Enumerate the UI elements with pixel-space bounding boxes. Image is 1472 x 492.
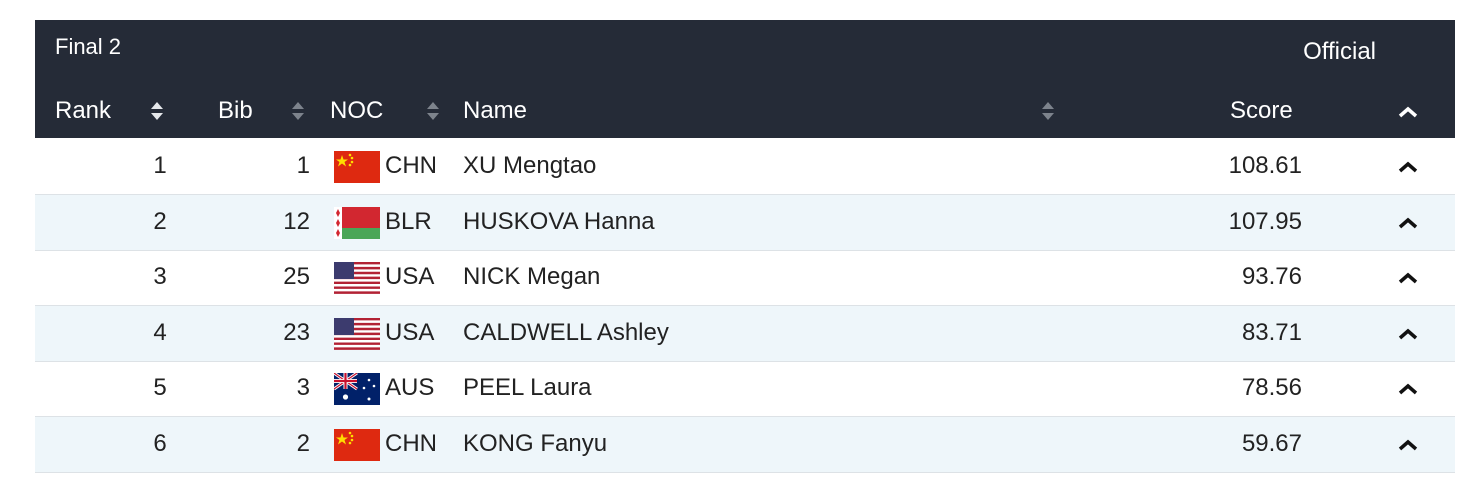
expand-icon[interactable] [1398, 217, 1418, 229]
sort-icon[interactable] [1041, 101, 1055, 121]
score: 83.71 [1241, 318, 1302, 346]
rank: 3 [153, 263, 167, 290]
sort-icon[interactable] [150, 101, 164, 121]
expand-icon[interactable] [1398, 383, 1418, 395]
athlete-name: PEEL Laura [463, 374, 592, 401]
result-row[interactable]: 3 25 USA NICK Megan 93.76 [35, 250, 1455, 306]
athlete-name: XU Mengtao [463, 152, 597, 179]
column-header[interactable]: Rank [55, 97, 112, 124]
athlete-name: CALDWELL Ashley [463, 318, 669, 346]
column-header[interactable]: Name [463, 97, 528, 124]
score: 59.67 [1241, 429, 1302, 457]
noc: AUS [385, 374, 435, 401]
column-header[interactable]: NOC [330, 97, 384, 124]
sort-icon[interactable] [291, 101, 305, 121]
rank: 2 [153, 207, 167, 235]
athlete-name: HUSKOVA Hanna [463, 207, 655, 235]
noc: CHN [385, 152, 437, 179]
noc: BLR [385, 207, 432, 235]
score: 93.76 [1241, 263, 1302, 290]
flag [334, 206, 380, 239]
flag [334, 373, 380, 405]
expand-icon[interactable] [1398, 328, 1418, 340]
collapse-all-icon[interactable] [1398, 106, 1418, 118]
result-row[interactable]: 1 1 CHN XU Mengtao 108.61 [35, 139, 1455, 195]
table-header: Final 2 Official Rank Bib NOC Name Score [35, 20, 1455, 138]
athlete-name: NICK Megan [463, 263, 601, 290]
rank: 4 [153, 318, 167, 346]
bib: 12 [283, 207, 310, 235]
noc: USA [385, 318, 435, 346]
athlete-name: KONG Fanyu [463, 429, 608, 457]
heat-title: Final 2 [55, 34, 122, 59]
flag [334, 262, 380, 294]
flag [334, 151, 380, 183]
noc: CHN [385, 429, 437, 457]
score: 78.56 [1241, 374, 1302, 401]
flag [334, 428, 380, 461]
column-header[interactable]: Bib [218, 97, 253, 124]
result-row[interactable]: 6 2 CHN KONG Fanyu 59.67 [35, 416, 1455, 473]
expand-icon[interactable] [1398, 161, 1418, 173]
rank: 1 [153, 152, 167, 179]
rank: 6 [153, 429, 167, 457]
column-header[interactable]: Score [1230, 97, 1293, 124]
sort-icon[interactable] [426, 101, 440, 121]
score: 108.61 [1228, 152, 1302, 179]
rank: 5 [153, 374, 167, 401]
flag [334, 317, 380, 350]
result-row[interactable]: 2 12 BLR HUSKOVA Hanna 107.95 [35, 194, 1455, 251]
score: 107.95 [1228, 207, 1302, 235]
bib: 3 [296, 374, 310, 401]
status-label: Official [1303, 38, 1376, 65]
bib: 23 [283, 318, 310, 346]
result-row[interactable]: 4 23 USA CALDWELL Ashley 83.71 [35, 305, 1455, 362]
result-row[interactable]: 5 3 AUS PEEL Laura 78.56 [35, 361, 1455, 417]
expand-icon[interactable] [1398, 272, 1418, 284]
noc: USA [385, 263, 435, 290]
expand-icon[interactable] [1398, 439, 1418, 451]
bib: 2 [296, 429, 310, 457]
bib: 25 [283, 263, 310, 290]
bib: 1 [296, 152, 310, 179]
